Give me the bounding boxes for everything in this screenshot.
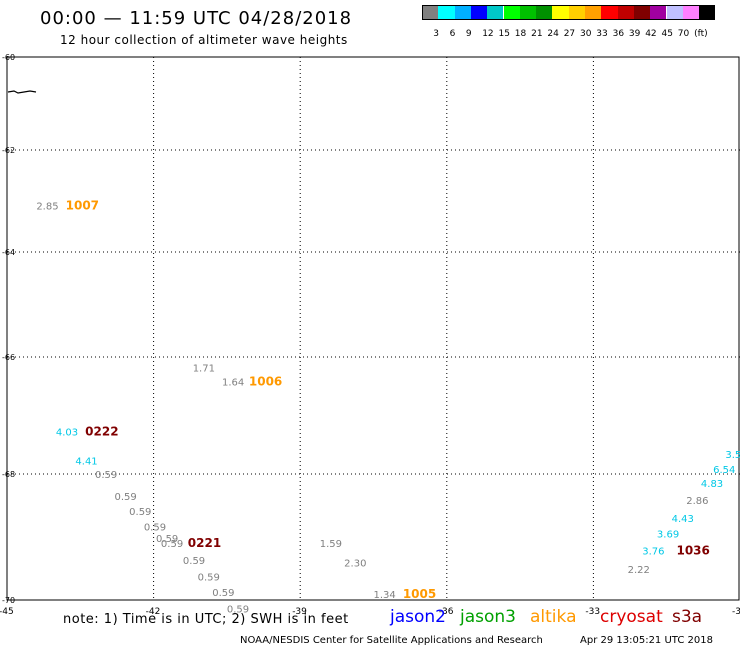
wave-height-label: 0.59	[161, 539, 183, 550]
pass-time-label: 0222	[85, 424, 118, 438]
color-swatch	[552, 5, 569, 20]
wave-height-label: 0.59	[198, 572, 220, 583]
wave-height-label: 4.03	[56, 427, 78, 438]
wave-height-label: 3.5	[725, 450, 740, 461]
color-scale-label: 36	[612, 29, 625, 39]
wave-height-label: 1.59	[320, 539, 342, 550]
x-tick-label: -33	[585, 607, 600, 617]
y-tick-label: -60	[2, 53, 15, 62]
mission-label-jason2: jason2	[390, 607, 446, 627]
color-swatch	[422, 5, 439, 20]
pass-time-label: 1007	[66, 199, 99, 213]
color-swatch	[519, 5, 537, 20]
pass-time-label: 1005	[403, 587, 436, 601]
mission-label-cryosat: cryosat	[600, 607, 663, 627]
color-scale-label: 45	[661, 29, 673, 39]
wave-height-label: 0.59	[212, 588, 234, 599]
y-tick-label: -68	[2, 470, 15, 479]
color-swatch	[666, 5, 683, 20]
y-tick-label: -66	[2, 353, 15, 362]
wave-height-label: 2.22	[628, 565, 650, 576]
wave-height-label: 2.85	[36, 202, 58, 213]
wave-height-label: 4.41	[75, 457, 97, 468]
color-swatch	[699, 5, 716, 20]
coastline-fragment	[7, 90, 37, 94]
x-tick-label: -42	[146, 607, 161, 617]
chart-subtitle: 12 hour collection of altimeter wave hei…	[60, 33, 348, 47]
color-swatch	[470, 5, 488, 20]
color-scale-label: (ft)	[694, 29, 708, 39]
color-swatch	[633, 5, 651, 20]
mission-label-s3a: s3a	[672, 607, 703, 627]
color-swatch	[487, 5, 504, 20]
y-tick-label: -70	[2, 596, 15, 605]
y-tick-label: -64	[2, 248, 15, 257]
color-swatch	[617, 5, 634, 20]
color-scale-label: 21	[531, 29, 543, 39]
color-scale-label: 39	[628, 29, 641, 39]
wave-height-label: 0.59	[227, 605, 249, 616]
wave-height-label: 4.43	[672, 514, 694, 525]
wave-height-label: 3.69	[657, 530, 679, 541]
color-scale-label: 70	[677, 29, 690, 39]
wave-height-label: 3.76	[642, 547, 664, 558]
wave-height-label: 2.30	[344, 559, 366, 570]
wave-height-label: 0.59	[183, 556, 205, 567]
color-swatch	[454, 5, 471, 20]
wave-height-label: 0.59	[129, 507, 151, 518]
color-scale-label: 30	[580, 29, 592, 39]
color-scale-label: 9	[465, 29, 472, 39]
x-tick-label: -39	[292, 607, 307, 617]
y-tick-label: -62	[2, 146, 15, 155]
color-swatch	[438, 5, 455, 20]
wave-height-label: 2.86	[686, 496, 708, 507]
wave-height-label: 0.59	[156, 534, 178, 545]
footer-date: Apr 29 13:05:21 UTC 2018	[580, 635, 713, 646]
x-tick-label: -30	[732, 607, 740, 617]
color-swatch	[568, 5, 585, 20]
color-swatch	[601, 5, 618, 20]
color-swatch	[503, 5, 520, 20]
color-scale-label: 42	[645, 29, 657, 39]
wave-height-label: 0.59	[95, 470, 117, 481]
mission-label-jason3: jason3	[460, 607, 516, 627]
color-swatch	[585, 5, 602, 20]
wave-height-label: 0.59	[115, 492, 137, 503]
color-scale-label: 12	[482, 29, 494, 39]
wave-height-label: 1.34	[374, 590, 396, 601]
color-scale-label: 6	[449, 29, 456, 39]
wave-height-label: 1.64	[222, 378, 244, 389]
x-tick-label: -36	[439, 607, 454, 617]
footer-credit: NOAA/NESDIS Center for Satellite Applica…	[240, 635, 543, 646]
pass-time-label: 1036	[676, 544, 709, 558]
color-swatch	[650, 5, 667, 20]
color-swatch	[682, 5, 700, 20]
pass-time-label: 0221	[188, 536, 221, 550]
wave-height-label: 0.59	[144, 523, 166, 534]
chart-title: 00:00 — 11:59 UTC 04/28/2018	[40, 8, 353, 29]
plot-frame	[6, 56, 740, 601]
color-scale-label: 33	[596, 29, 608, 39]
color-scale-label: 18	[514, 29, 527, 39]
wave-height-label: 6.54	[713, 465, 735, 476]
color-swatch	[536, 5, 553, 20]
wave-height-label: 4.83	[701, 479, 723, 490]
pass-time-label: 1006	[249, 375, 282, 389]
color-scale-label: 3	[433, 29, 440, 39]
color-scale-label: 15	[498, 29, 510, 39]
color-scale-label: 27	[563, 29, 576, 39]
color-scale-label: 24	[547, 29, 559, 39]
mission-label-altika: altika	[530, 607, 577, 627]
footer-note: note: 1) Time is in UTC; 2) SWH is in fe…	[63, 612, 349, 627]
wave-height-label: 1.71	[193, 364, 215, 375]
x-tick-label: -45	[0, 607, 14, 617]
